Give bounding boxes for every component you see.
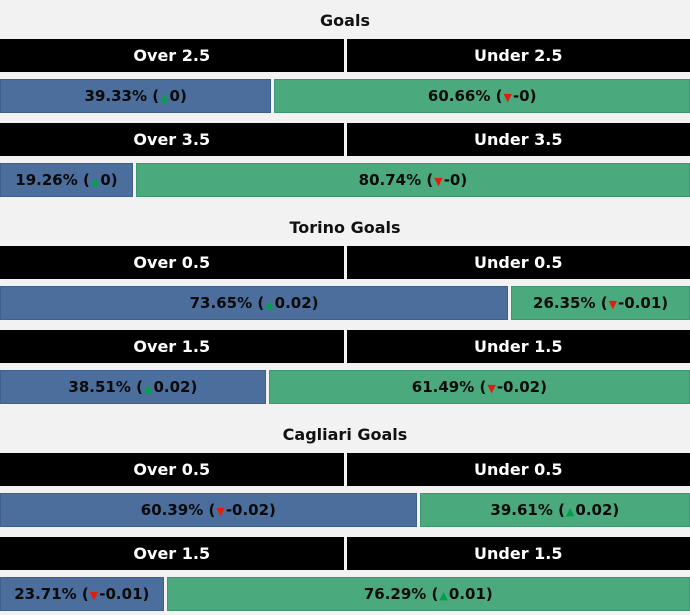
percentage-bar-row: 39.33% (▲ 0) 60.66% (▼ -0) xyxy=(0,79,690,113)
percentage-bar-row: 38.51% (▲ 0.02) 61.49% (▼ -0.02) xyxy=(0,370,690,404)
bar-delta-text: -0.01) xyxy=(618,294,669,312)
over-bar-label: 23.71% (▼ -0.01) xyxy=(14,585,149,603)
over-percentage-bar: 19.26% (▲ 0) xyxy=(0,163,133,197)
over-header: Over 2.5 xyxy=(0,39,344,72)
under-header: Under 0.5 xyxy=(346,246,690,279)
under-bar-label: 39.61% (▲ 0.02) xyxy=(490,501,619,519)
bar-value-text: 73.65% ( xyxy=(189,294,265,312)
market-header-row: Over 1.5 Under 1.5 xyxy=(0,330,690,363)
bar-delta-text: -0) xyxy=(443,171,468,189)
bar-delta-text: -0) xyxy=(512,87,537,105)
under-bar-label: 76.29% (▲ 0.01) xyxy=(364,585,493,603)
trend-arrow-icon: ▼ xyxy=(608,297,618,311)
trend-arrow-icon: ▼ xyxy=(487,381,496,395)
trend-arrow-icon: ▲ xyxy=(160,90,169,104)
section-title: Cagliari Goals xyxy=(282,425,408,444)
bar-delta-text: 0) xyxy=(169,87,187,105)
over-header: Over 0.5 xyxy=(0,246,344,279)
under-header: Under 0.5 xyxy=(346,453,690,486)
over-bar-label: 39.33% (▲ 0) xyxy=(85,87,187,105)
under-bar-label: 61.49% (▼ -0.02) xyxy=(412,378,547,396)
under-header: Under 2.5 xyxy=(346,39,690,72)
bar-delta-text: 0.02) xyxy=(153,378,198,396)
section-torino-goals: Torino Goals Over 0.5 Under 0.5 73.65% (… xyxy=(0,207,690,404)
bar-value-text: 60.39% ( xyxy=(140,501,216,519)
trend-arrow-icon: ▼ xyxy=(503,90,512,104)
over-header: Over 1.5 xyxy=(0,330,344,363)
over-percentage-bar: 73.65% (▲ 0.02) xyxy=(0,286,509,320)
bar-delta-text: -0.01) xyxy=(99,585,150,603)
bar-delta-text: 0.02) xyxy=(274,294,319,312)
bar-value-text: 61.49% ( xyxy=(411,378,487,396)
trend-arrow-icon: ▲ xyxy=(143,381,153,395)
bar-value-text: 39.33% ( xyxy=(84,87,160,105)
under-percentage-bar: 26.35% (▼ -0.01) xyxy=(511,286,690,320)
bar-value-text: 23.71% ( xyxy=(14,585,89,603)
over-bar-label: 38.51% (▲ 0.02) xyxy=(68,378,197,396)
trend-arrow-icon: ▲ xyxy=(265,297,274,311)
over-header: Over 0.5 xyxy=(0,453,344,486)
market-header-row: Over 3.5 Under 3.5 xyxy=(0,123,690,156)
bar-value-text: 38.51% ( xyxy=(68,378,143,396)
over-percentage-bar: 39.33% (▲ 0) xyxy=(0,79,272,113)
bar-value-text: 76.29% ( xyxy=(363,585,439,603)
trend-arrow-icon: ▼ xyxy=(216,504,225,518)
over-percentage-bar: 23.71% (▼ -0.01) xyxy=(0,577,164,611)
under-bar-label: 26.35% (▼ -0.01) xyxy=(533,294,668,312)
percentage-bar-row: 73.65% (▲ 0.02) 26.35% (▼ -0.01) xyxy=(0,286,690,320)
bar-delta-text: 0.01) xyxy=(448,585,493,603)
over-header: Over 3.5 xyxy=(0,123,344,156)
bar-value-text: 39.61% ( xyxy=(490,501,565,519)
over-percentage-bar: 38.51% (▲ 0.02) xyxy=(0,370,266,404)
over-header: Over 1.5 xyxy=(0,537,344,570)
under-percentage-bar: 80.74% (▼ -0) xyxy=(135,163,690,197)
trend-arrow-icon: ▲ xyxy=(439,588,448,602)
under-bar-label: 60.66% (▼ -0) xyxy=(428,87,537,105)
bar-delta-text: 0) xyxy=(100,171,118,189)
trend-arrow-icon: ▼ xyxy=(434,174,443,188)
section-goals: Goals Over 2.5 Under 2.5 39.33% (▲ 0) 60… xyxy=(0,0,690,197)
over-bar-label: 19.26% (▲ 0) xyxy=(15,171,117,189)
bar-delta-text: -0.02) xyxy=(225,501,276,519)
under-bar-label: 80.74% (▼ -0) xyxy=(359,171,468,189)
bar-delta-text: 0.02) xyxy=(575,501,620,519)
section-cagliari-goals: Cagliari Goals Over 0.5 Under 0.5 60.39%… xyxy=(0,414,690,611)
under-header: Under 1.5 xyxy=(346,330,690,363)
bar-value-text: 19.26% ( xyxy=(15,171,90,189)
under-header: Under 3.5 xyxy=(346,123,690,156)
over-percentage-bar: 60.39% (▼ -0.02) xyxy=(0,493,417,527)
percentage-bar-row: 23.71% (▼ -0.01) 76.29% (▲ 0.01) xyxy=(0,577,690,611)
bar-value-text: 80.74% ( xyxy=(358,171,434,189)
market-header-row: Over 0.5 Under 0.5 xyxy=(0,246,690,279)
market-header-row: Over 2.5 Under 2.5 xyxy=(0,39,690,72)
under-percentage-bar: 39.61% (▲ 0.02) xyxy=(419,493,690,527)
trend-arrow-icon: ▲ xyxy=(565,504,575,518)
bar-value-text: 26.35% ( xyxy=(533,294,608,312)
trend-arrow-icon: ▼ xyxy=(89,588,99,602)
percentage-bar-row: 19.26% (▲ 0) 80.74% (▼ -0) xyxy=(0,163,690,197)
under-percentage-bar: 61.49% (▼ -0.02) xyxy=(268,370,690,404)
percentage-bar-row: 60.39% (▼ -0.02) 39.61% (▲ 0.02) xyxy=(0,493,690,527)
market-header-row: Over 1.5 Under 1.5 xyxy=(0,537,690,570)
market-header-row: Over 0.5 Under 0.5 xyxy=(0,453,690,486)
trend-arrow-icon: ▲ xyxy=(90,174,100,188)
under-percentage-bar: 60.66% (▼ -0) xyxy=(274,79,690,113)
over-bar-label: 73.65% (▲ 0.02) xyxy=(190,294,319,312)
over-bar-label: 60.39% (▼ -0.02) xyxy=(141,501,276,519)
section-title: Torino Goals xyxy=(289,218,401,237)
under-header: Under 1.5 xyxy=(346,537,690,570)
bar-value-text: 60.66% ( xyxy=(427,87,503,105)
under-percentage-bar: 76.29% (▲ 0.01) xyxy=(166,577,690,611)
bar-delta-text: -0.02) xyxy=(496,378,547,396)
section-title: Goals xyxy=(320,11,370,30)
